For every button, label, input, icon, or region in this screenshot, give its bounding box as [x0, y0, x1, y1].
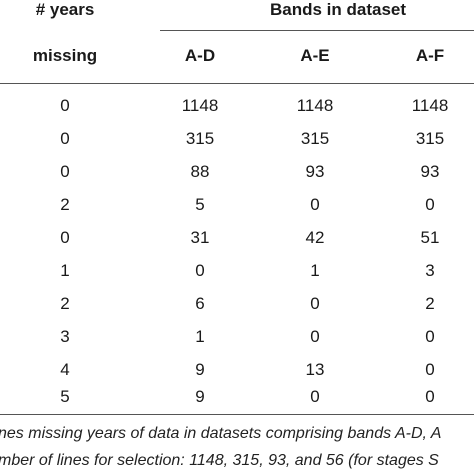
- cell-a-e: 315: [300, 129, 330, 148]
- cell-a-e: 0: [310, 195, 320, 214]
- caption-line-1: nes missing years of data in datasets co…: [0, 425, 442, 442]
- cell-a-d: 6: [195, 294, 205, 313]
- column-header-a-d: A-D: [184, 46, 216, 65]
- cell-a-f: 3: [425, 261, 435, 280]
- cell-a-d: 0: [195, 261, 205, 280]
- cell-years-missing: 0: [60, 129, 70, 148]
- cell-a-d: 9: [195, 360, 205, 379]
- cell-years-missing: 5: [60, 387, 70, 406]
- column-header-a-e: A-E: [300, 46, 330, 65]
- cell-a-e: 0: [310, 387, 320, 406]
- cell-a-e: 93: [305, 162, 325, 181]
- group-header-rule: [160, 30, 474, 31]
- years-header-line2: missing: [32, 46, 98, 65]
- years-header-line1: # years: [35, 0, 95, 19]
- cell-years-missing: 0: [60, 96, 70, 115]
- cell-years-missing: 4: [60, 360, 70, 379]
- cell-years-missing: 2: [60, 195, 70, 214]
- group-header: Bands in dataset: [270, 0, 407, 19]
- cell-a-e: 0: [310, 294, 320, 313]
- cell-a-d: 31: [190, 228, 210, 247]
- cell-a-d: 315: [185, 129, 215, 148]
- cell-a-d: 1148: [181, 96, 219, 115]
- cell-a-e: 13: [305, 360, 325, 379]
- cell-a-f: 0: [425, 195, 435, 214]
- cell-a-f: 0: [425, 387, 435, 406]
- table-bottom-rule: [0, 414, 474, 415]
- cell-a-e: 1148: [296, 96, 334, 115]
- cell-years-missing: 1: [60, 261, 70, 280]
- cell-a-f: 0: [425, 360, 435, 379]
- cell-years-missing: 0: [60, 228, 70, 247]
- header-bottom-rule: [0, 83, 474, 84]
- cell-a-f: 315: [415, 129, 445, 148]
- cell-a-e: 42: [305, 228, 325, 247]
- cell-years-missing: 0: [60, 162, 70, 181]
- cell-a-d: 1: [195, 327, 205, 346]
- column-header-a-f: A-F: [415, 46, 445, 65]
- cell-a-f: 0: [425, 327, 435, 346]
- cell-a-f: 1148: [411, 96, 449, 115]
- cell-a-f: 93: [420, 162, 440, 181]
- cell-a-d: 9: [195, 387, 205, 406]
- cell-years-missing: 3: [60, 327, 70, 346]
- cell-a-f: 51: [420, 228, 440, 247]
- cell-a-e: 1: [310, 261, 320, 280]
- cell-a-e: 0: [310, 327, 320, 346]
- cell-a-d: 5: [195, 195, 205, 214]
- caption-line-2: mber of lines for selection: 1148, 315, …: [0, 452, 439, 469]
- cell-years-missing: 2: [60, 294, 70, 313]
- cell-a-d: 88: [190, 162, 210, 181]
- cell-a-f: 2: [425, 294, 435, 313]
